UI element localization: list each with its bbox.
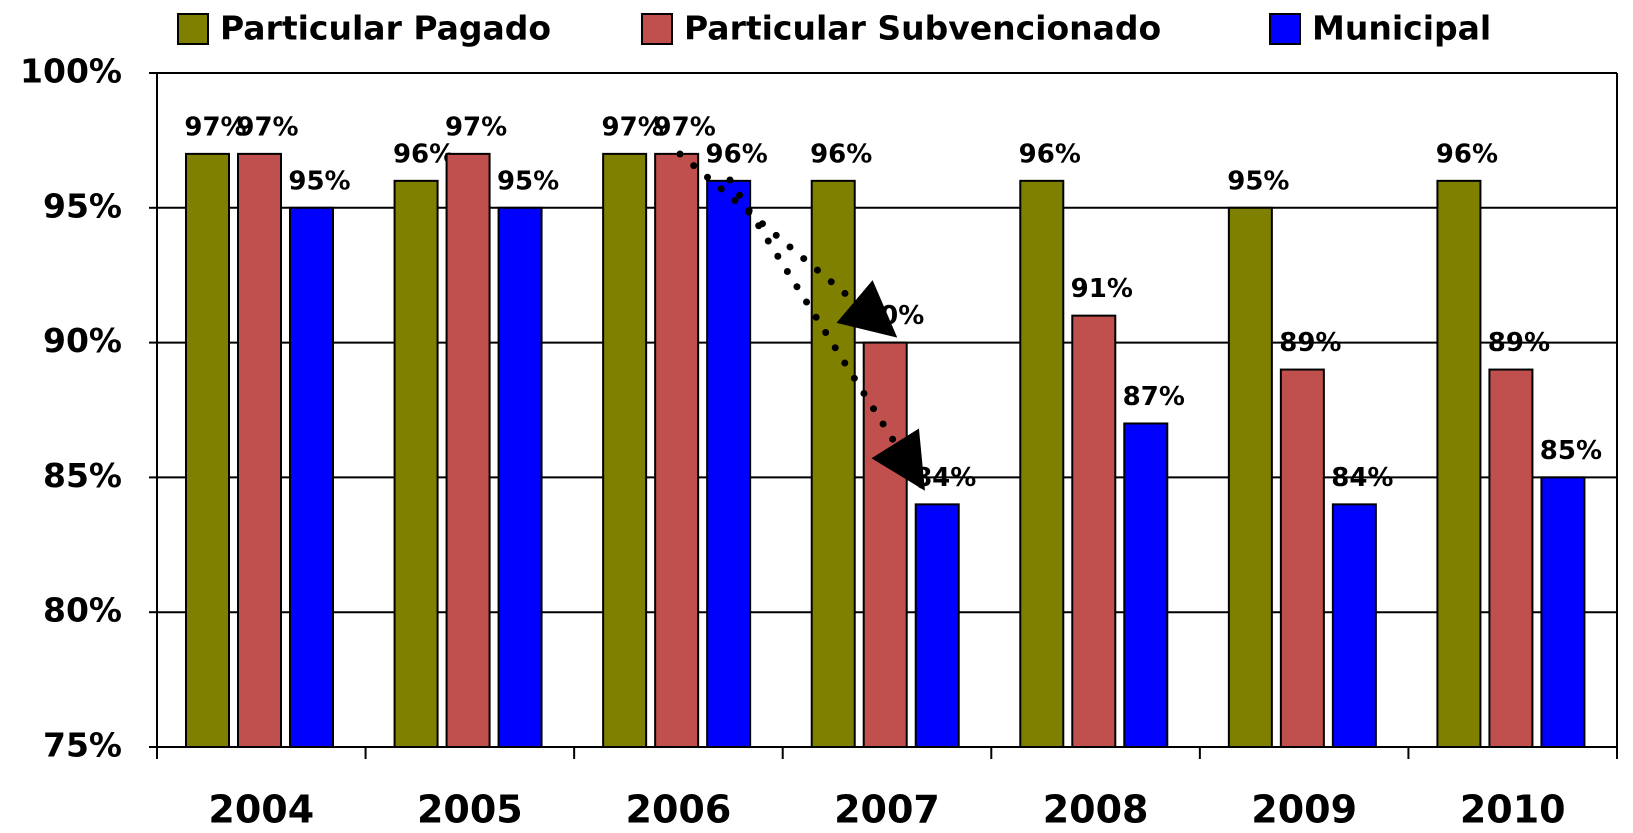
bar [1488,368,1534,748]
x-tick-label: 2004 [208,788,314,832]
bar [1123,422,1169,748]
bar [289,206,334,749]
trend-arrow [676,150,898,338]
x-tick-label: 2010 [1460,788,1566,832]
bar [445,152,491,748]
value-label: 96% [1019,139,1081,169]
value-label: 95% [288,166,350,196]
value-label: 89% [1488,328,1550,358]
value-label: 85% [1540,436,1602,466]
value-label: 97% [184,112,246,142]
value-label: 96% [1436,139,1498,169]
value-label: 84% [914,463,976,493]
bar [237,152,282,748]
x-tick-label: 2007 [834,788,940,832]
value-label: 87% [1123,382,1185,412]
bar [602,152,648,748]
value-label: 84% [1331,463,1393,493]
x-tick-label: 2009 [1251,788,1357,832]
y-tick-label: 100% [20,52,122,91]
legend-swatch [641,13,673,45]
value-label: 95% [1227,166,1289,196]
bar [654,152,700,748]
legend-swatch [177,13,209,45]
bar [810,179,856,748]
bar [1279,368,1325,748]
x-tick-label: 2006 [626,788,732,832]
x-tick-label: 2008 [1043,788,1149,832]
bar [1331,503,1377,748]
bar [862,341,908,748]
value-label: 97% [236,112,298,142]
legend-label: Municipal [1312,9,1491,48]
value-label: 91% [1071,274,1133,304]
bar [1019,179,1065,748]
y-tick-label: 90% [43,321,122,360]
value-label: 95% [497,166,559,196]
value-label: 97% [654,112,716,142]
value-label: 97% [602,112,664,142]
trend-arrow [726,176,926,491]
bar [185,152,230,748]
y-tick-label: 75% [43,726,122,765]
bar [393,179,439,748]
bar [1540,476,1586,748]
value-label: 89% [1279,328,1341,358]
bar [497,206,543,749]
bar [914,503,960,748]
bar [1227,206,1273,749]
bar [1436,179,1482,748]
y-tick-label: 85% [43,456,122,495]
bar [1071,314,1117,748]
bar [706,179,752,748]
value-label: 97% [445,112,507,142]
legend-label: Particular Subvencionado [684,9,1161,48]
y-tick-label: 80% [43,591,122,630]
value-label: 96% [393,139,455,169]
value-label: 96% [706,139,768,169]
x-tick-label: 2005 [417,788,523,832]
y-tick-label: 95% [43,186,122,225]
legend-label: Particular Pagado [220,9,551,48]
legend-swatch [1269,13,1301,45]
value-label: 96% [810,139,872,169]
